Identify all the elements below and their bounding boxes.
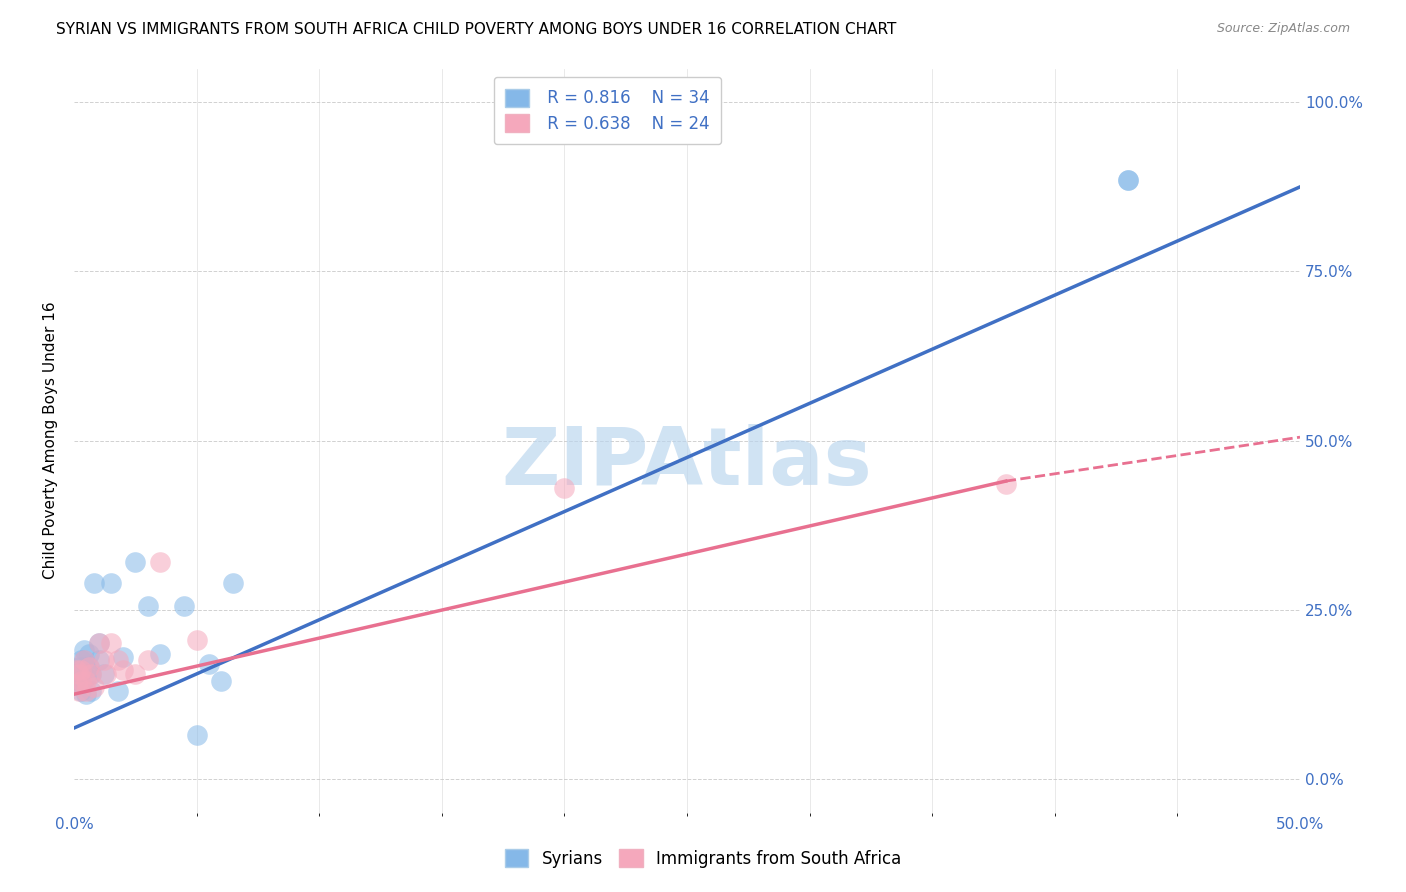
Text: SYRIAN VS IMMIGRANTS FROM SOUTH AFRICA CHILD POVERTY AMONG BOYS UNDER 16 CORRELA: SYRIAN VS IMMIGRANTS FROM SOUTH AFRICA C… [56, 22, 897, 37]
Point [93, 653, 115, 667]
Point [70, 653, 93, 667]
Point [107, 653, 129, 667]
Point [136, 653, 159, 667]
Text: Source: ZipAtlas.com: Source: ZipAtlas.com [1216, 22, 1350, 36]
Legend:  R = 0.816    N = 34,  R = 0.638    N = 24: R = 0.816 N = 34, R = 0.638 N = 24 [494, 77, 721, 145]
Text: ZIPAtlas: ZIPAtlas [502, 424, 873, 502]
Point [70, 683, 93, 698]
Point [107, 683, 129, 698]
Point [65, 673, 87, 688]
Point [100, 575, 122, 590]
Point [67, 677, 90, 691]
Point [67, 660, 90, 674]
Point [73, 653, 96, 667]
Point [75, 660, 97, 674]
Point [112, 650, 135, 665]
Point [222, 575, 245, 590]
Point [70, 664, 93, 678]
Point [65, 664, 87, 678]
Point [136, 599, 159, 614]
Point [77, 660, 100, 674]
Point [93, 666, 115, 681]
Point [1118, 173, 1140, 187]
Point [1118, 173, 1140, 187]
Point [94, 666, 117, 681]
Point [209, 673, 232, 688]
Point [100, 636, 122, 650]
Point [67, 666, 90, 681]
Point [994, 477, 1017, 491]
Point [65, 666, 87, 681]
Point [124, 555, 146, 569]
Point [80, 666, 103, 681]
Point [65, 677, 87, 691]
Point [77, 660, 100, 674]
Point [73, 653, 96, 667]
Point [67, 670, 90, 684]
Point [75, 687, 97, 701]
Point [186, 633, 208, 648]
Point [70, 664, 93, 678]
Point [77, 647, 100, 661]
Point [87, 636, 110, 650]
Point [87, 636, 110, 650]
Point [73, 643, 96, 657]
Point [83, 681, 105, 695]
Point [198, 657, 221, 671]
Point [87, 653, 110, 667]
Point [553, 481, 575, 495]
Point [83, 575, 105, 590]
Point [70, 673, 93, 688]
Point [75, 670, 97, 684]
Point [149, 647, 172, 661]
Point [67, 683, 90, 698]
Point [75, 683, 97, 698]
Point [173, 599, 195, 614]
Point [80, 666, 103, 681]
Legend: Syrians, Immigrants from South Africa: Syrians, Immigrants from South Africa [494, 838, 912, 880]
Point [124, 666, 146, 681]
Point [112, 664, 135, 678]
Point [75, 673, 97, 688]
Point [149, 555, 172, 569]
Point [80, 683, 103, 698]
Point [186, 728, 208, 742]
Y-axis label: Child Poverty Among Boys Under 16: Child Poverty Among Boys Under 16 [44, 301, 58, 579]
